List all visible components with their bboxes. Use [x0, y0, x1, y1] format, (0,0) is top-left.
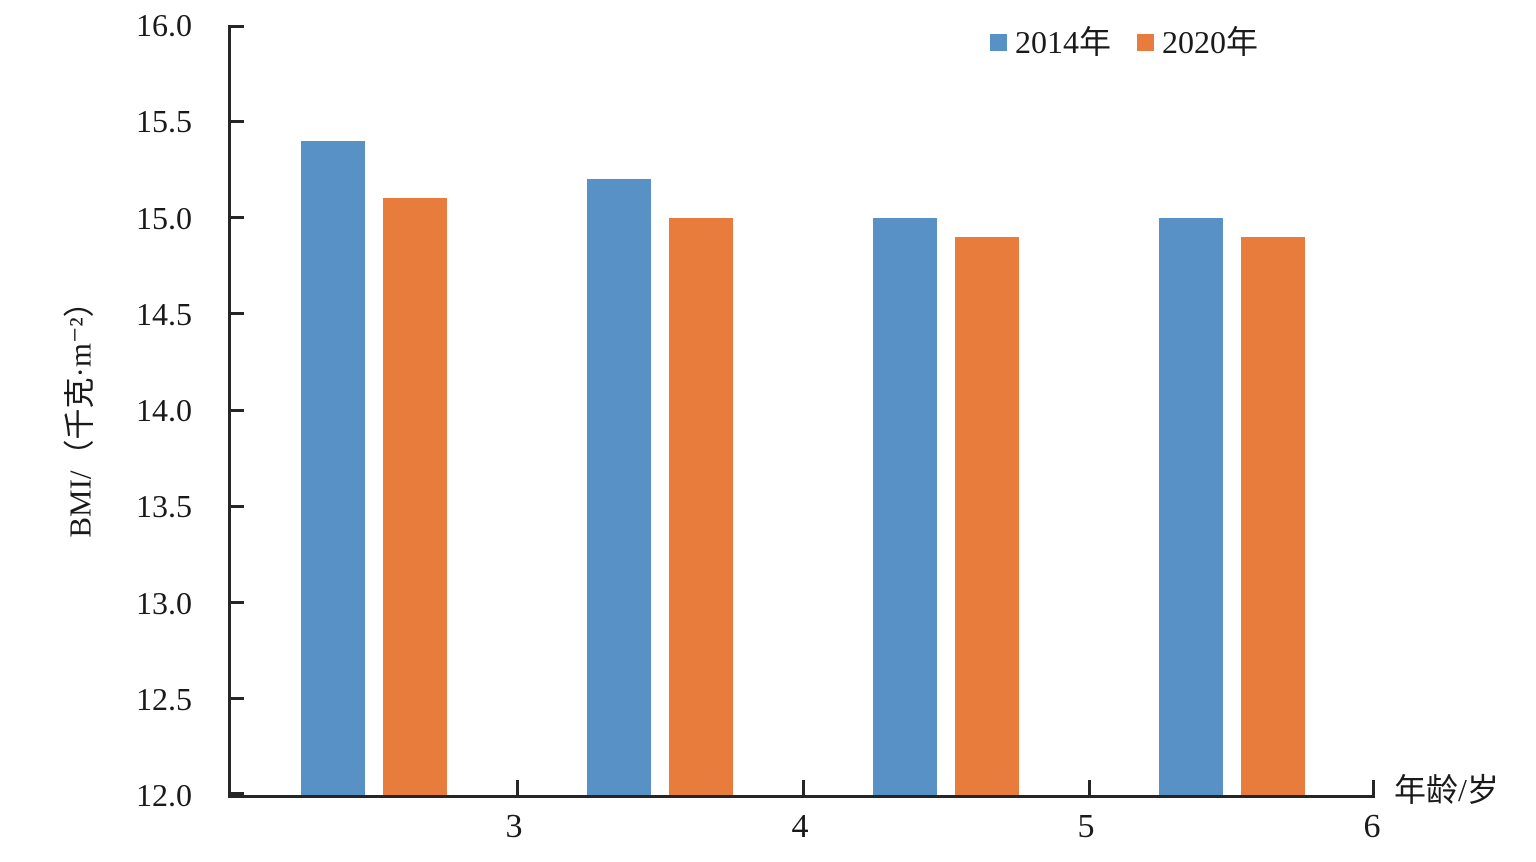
y-tick-label-13.0: 13.0: [136, 584, 192, 621]
bar-2014-age-5: [873, 217, 937, 795]
bar-2014-age-4: [587, 179, 651, 795]
x-tick-label-5: 5: [1077, 808, 1095, 845]
y-tick-label-16.0: 16.0: [136, 7, 192, 43]
legend-swatch-2014-icon: [990, 33, 1007, 51]
y-tick-label-15.5: 15.5: [136, 103, 192, 140]
x-tick-label-4: 4: [791, 808, 809, 845]
y-tick-mark-12.5: [231, 697, 244, 701]
y-tick-mark-13.0: [231, 601, 244, 604]
plot-area: [228, 25, 1375, 798]
y-tick-label-14.0: 14.0: [136, 392, 192, 428]
legend-item-2020: 2020年: [1137, 24, 1258, 60]
x-tick-label-3: 3: [505, 808, 523, 845]
y-tick-mark-14.5: [231, 312, 244, 316]
y-tick-mark-16.0: [231, 25, 244, 28]
bar-2020-age-3: [383, 198, 447, 795]
x-tick-mark-5: [1087, 780, 1091, 795]
legend-label-2014: 2014年: [1015, 24, 1112, 60]
y-tick-label-12.5: 12.5: [136, 680, 192, 717]
x-tick-label-6: 6: [1363, 808, 1381, 845]
y-tick-label-14.5: 14.5: [136, 295, 192, 332]
bar-2014-age-3: [301, 140, 365, 795]
y-tick-mark-13.5: [231, 504, 244, 508]
x-tick-mark-4: [801, 780, 805, 795]
bar-2014-age-6: [1159, 217, 1223, 795]
bar-2020-age-4: [669, 217, 733, 795]
bar-2020-age-5: [955, 236, 1019, 795]
y-tick-label-13.5: 13.5: [136, 488, 192, 525]
bar-2020-age-6: [1241, 236, 1305, 795]
x-tick-mark-6: [1372, 780, 1375, 795]
y-tick-mark-15.5: [231, 119, 244, 123]
legend: 2014年 2020年: [990, 24, 1258, 60]
legend-item-2014: 2014年: [990, 24, 1111, 60]
legend-swatch-2020-icon: [1137, 33, 1155, 51]
x-axis-title: 年龄/岁: [1394, 772, 1499, 808]
y-tick-mark-12.0: [231, 792, 244, 795]
x-tick-mark-3: [515, 780, 519, 795]
y-tick-mark-15.0: [231, 216, 244, 219]
legend-label-2020: 2020年: [1162, 24, 1259, 60]
y-axis-title: BMI/（千克·m⁻²）: [62, 286, 98, 538]
y-tick-mark-14.0: [231, 408, 244, 412]
y-tick-label-15.0: 15.0: [136, 199, 192, 236]
y-tick-label-12.0: 12.0: [136, 777, 192, 813]
